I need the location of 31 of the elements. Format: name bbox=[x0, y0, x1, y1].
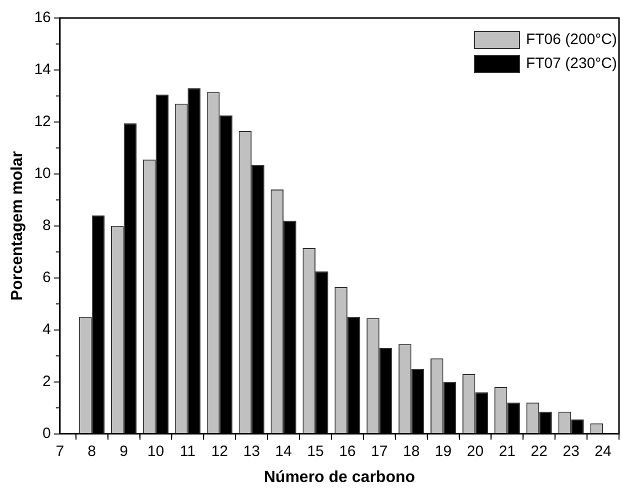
x-tick-label: 24 bbox=[594, 442, 612, 460]
x-tick-label: 8 bbox=[88, 442, 96, 460]
x-tick-label: 20 bbox=[466, 442, 484, 460]
x-tick-label: 15 bbox=[307, 442, 324, 460]
y-tick-label: 0 bbox=[42, 424, 51, 442]
x-tick-label: 18 bbox=[402, 442, 420, 460]
y-tick-label: 16 bbox=[34, 9, 51, 26]
y-axis-title: Porcentagem molar bbox=[9, 151, 26, 301]
x-tick-label: 14 bbox=[275, 442, 292, 460]
x-tick-label: 10 bbox=[147, 442, 164, 460]
y-tick-label: 10 bbox=[34, 165, 51, 182]
x-tick-label: 22 bbox=[530, 442, 548, 460]
x-tick-label: 23 bbox=[562, 442, 580, 460]
y-tick-label: 6 bbox=[42, 269, 51, 286]
x-tick-label: 16 bbox=[339, 442, 356, 460]
y-tick-label: 14 bbox=[34, 61, 51, 78]
x-tick-label: 11 bbox=[180, 442, 196, 460]
y-tick-label: 12 bbox=[34, 113, 51, 130]
y-tick-label: 8 bbox=[42, 217, 51, 234]
x-tick-label: 7 bbox=[56, 442, 64, 460]
x-tick-label: 19 bbox=[434, 442, 452, 460]
legend-label: FT07 (230°C) bbox=[526, 54, 617, 74]
x-tick-label: 21 bbox=[498, 442, 516, 460]
x-axis-title: Número de carbono bbox=[264, 468, 416, 486]
legend-label: FT06 (200°C) bbox=[526, 30, 617, 50]
x-tick-label: 9 bbox=[120, 442, 128, 460]
x-tick-label: 17 bbox=[371, 442, 388, 460]
x-tick-label: 13 bbox=[243, 442, 260, 460]
y-tick-label: 2 bbox=[42, 372, 51, 390]
x-tick-label: 12 bbox=[211, 442, 228, 460]
y-tick-label: 4 bbox=[42, 320, 51, 338]
